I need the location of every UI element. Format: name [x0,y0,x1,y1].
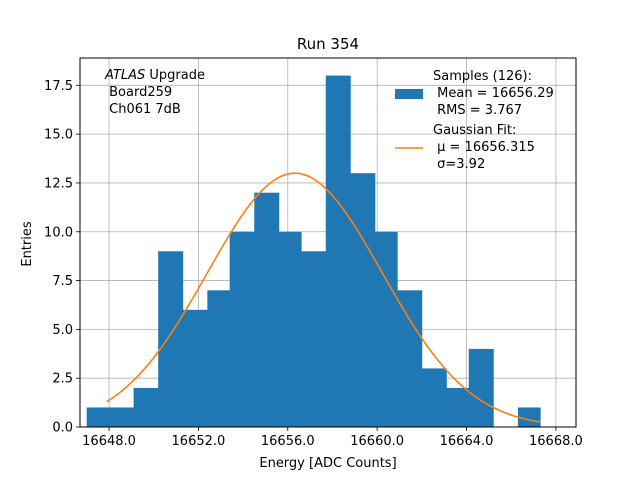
histogram-bar [468,348,494,427]
legend-fit-line-2: μ = 16656.315 [433,140,535,155]
chart-title: Run 354 [297,35,359,53]
histogram-bar [421,368,447,427]
axes-frame [79,57,577,428]
annotation-line-2: Board259 [105,85,172,100]
y-tick-label: 15.0 [44,128,73,143]
histogram-bars [86,75,541,428]
histogram-bar [278,231,302,427]
y-tick-label: 10.0 [44,225,73,240]
histogram-bar [325,75,351,428]
legend-bar-swatch [395,89,423,99]
x-tick-label: 16664.0 [440,434,494,449]
annotation-upgrade: Upgrade [145,68,205,83]
legend-samples-line-2: Mean = 16656.29 [433,86,554,101]
histogram-bar [254,192,280,427]
histogram-bar [374,231,398,427]
gaussian-fit-curve [106,172,541,423]
x-tick-label: 16660.0 [350,434,404,449]
x-tick-label: 16656.0 [261,434,315,449]
histogram-bar [111,407,135,427]
x-tick-label: 16668.0 [529,434,583,449]
y-tick-label: 5.0 [52,323,73,338]
y-tick-label: 0.0 [52,421,73,436]
histogram-bar [350,173,376,427]
x-axis-label: Energy [ADC Counts] [259,456,396,471]
legend: Samples (126): Mean = 16656.29 RMS = 3.7… [395,69,554,172]
y-axis-label: Entries [20,221,35,267]
histogram-bar [158,251,184,427]
histogram-bar [446,387,470,427]
histogram-bar [301,251,327,427]
gaussian-fit-layer [106,172,541,423]
legend-fit-line-1: Gaussian Fit: [433,123,516,138]
histogram-bar [182,309,208,427]
annotation-line-1: ATLAS Upgrade [104,68,205,83]
legend-samples-line-1: Samples (126): [433,69,532,84]
y-tick-label: 12.5 [44,176,73,191]
legend-fit-line-3: σ=3.92 [433,157,485,172]
y-tick-label: 17.5 [44,79,73,94]
axis-ticks: 16648.0 16652.0 16656.0 16660.0 16664.0 16668… [44,79,583,449]
legend-samples-line-3: RMS = 3.767 [433,103,522,118]
x-tick-label: 16648.0 [82,434,136,449]
x-tick-label: 16652.0 [172,434,226,449]
annotation-line-3: Ch061 7dB [105,102,181,117]
histogram-bar [207,290,231,427]
histogram-bar [229,231,255,427]
annotation-atlas: ATLAS [104,68,145,83]
histogram-bar [517,407,541,427]
y-tick-label: 7.5 [52,274,73,289]
histogram-bar [86,407,112,427]
histogram-bar [133,387,159,427]
y-tick-label: 2.5 [52,372,73,387]
histogram-bar [397,290,423,427]
annotation-box: ATLAS Upgrade Board259 Ch061 7dB [104,68,205,117]
